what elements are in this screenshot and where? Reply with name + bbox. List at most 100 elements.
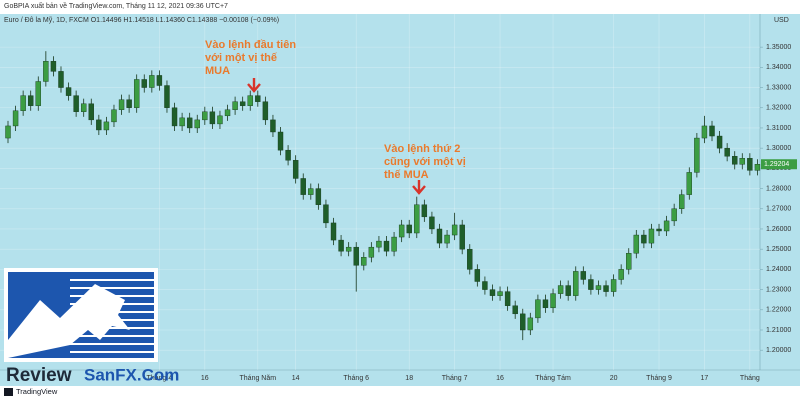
candle-body <box>111 109 117 123</box>
candle-body <box>345 246 352 252</box>
candle-body <box>467 248 473 270</box>
candle-body <box>270 119 276 133</box>
candle-body <box>701 125 708 139</box>
candle-body <box>406 224 412 234</box>
candle-body <box>716 135 723 149</box>
candle-body <box>285 149 291 161</box>
y-tick-label: 1.33000 <box>766 84 791 91</box>
currency-label: USD <box>774 17 789 24</box>
candle-body <box>141 79 147 88</box>
candle-body <box>217 115 223 125</box>
candle-body <box>88 103 94 121</box>
annotation-text: MUA <box>205 65 230 77</box>
candle-body <box>179 117 185 127</box>
candle-body <box>277 131 284 151</box>
candle-body <box>239 101 246 106</box>
x-tick-label: 16 <box>201 375 209 382</box>
candle-body <box>451 224 458 236</box>
candle-body <box>588 279 594 290</box>
candle-body <box>330 222 337 241</box>
candle-body <box>5 125 11 139</box>
candles <box>5 51 761 341</box>
logo-bull <box>8 284 130 358</box>
candle-body <box>194 119 200 129</box>
candle-body <box>398 224 405 238</box>
watermark-logo: Review SanFX.Com <box>4 268 179 386</box>
candle-body <box>292 160 299 179</box>
y-tick-label: 1.32000 <box>766 105 791 112</box>
candle-body <box>474 269 481 282</box>
candle-body <box>686 172 692 195</box>
candle-body <box>459 224 465 250</box>
candle-body <box>732 156 738 165</box>
candle-body <box>202 111 208 121</box>
candle-body <box>58 71 64 88</box>
candle-body <box>557 285 564 294</box>
candle-body <box>224 109 231 117</box>
time-axis-background <box>0 370 800 386</box>
x-tick-label: 17 <box>701 375 709 382</box>
candle-body <box>164 85 170 108</box>
candle-body <box>421 204 428 218</box>
candle-body <box>429 216 435 230</box>
candle-body <box>368 246 375 258</box>
candle-body <box>482 281 488 290</box>
x-tick-label: 16 <box>496 375 504 382</box>
publisher-line: GoBPIA xuất bản về TradingView.com, Thán… <box>4 1 228 10</box>
candle-body <box>323 204 329 224</box>
annotation-arrow <box>412 180 426 195</box>
candle-body <box>156 75 163 86</box>
candle-body <box>610 279 617 292</box>
candle-body <box>694 137 700 173</box>
candle-body <box>103 121 110 131</box>
annotation-text: thế MUA <box>384 169 429 181</box>
x-tick-label: Tháng 4 <box>147 375 173 382</box>
candle-body <box>671 208 677 222</box>
candle-body <box>171 107 178 127</box>
candle-body <box>497 291 503 296</box>
price-axis-background <box>760 14 800 370</box>
axes: 1.20000 1.21000 1.22000 1.23000 1.24000 1.250… <box>147 44 797 382</box>
candle-body <box>247 95 253 106</box>
candle-body <box>43 61 49 82</box>
candle-body <box>149 75 155 88</box>
candle-body <box>118 99 125 110</box>
candle-body <box>724 147 730 157</box>
y-tick-label: 1.35000 <box>766 44 791 51</box>
tv-logo <box>4 388 13 396</box>
candle-body <box>542 299 549 308</box>
candle-body <box>35 81 41 106</box>
candle-body <box>50 61 57 72</box>
candle-body <box>444 234 450 244</box>
candle-body <box>80 103 87 112</box>
x-tick-label: Tháng Tám <box>535 375 571 382</box>
candle-body <box>641 234 647 244</box>
candle-body <box>308 188 314 195</box>
candle-body <box>633 234 640 254</box>
candle-body <box>209 111 216 125</box>
annotation-text: Vào lệnh đầu tiên <box>205 39 296 51</box>
candle-body <box>12 110 19 127</box>
candle-body <box>648 228 655 244</box>
candle-body <box>603 285 609 292</box>
candle-body <box>361 257 367 266</box>
candle-body <box>133 79 140 108</box>
x-tick-label: Tháng 7 <box>442 375 468 382</box>
y-tick-label: 1.28000 <box>766 185 791 192</box>
x-tick-label: Tháng 9 <box>646 375 672 382</box>
y-tick-label: 1.26000 <box>766 226 791 233</box>
x-tick-label: Tháng <box>740 375 760 382</box>
y-tick-label: 1.21000 <box>766 327 791 334</box>
candle-body <box>338 239 344 252</box>
candle-body <box>73 95 79 112</box>
candle-body <box>580 271 587 280</box>
y-tick-label: 1.27000 <box>766 206 791 213</box>
y-tick-label: 1.34000 <box>766 64 791 71</box>
candle-body <box>96 119 102 131</box>
x-tick-label: 14 <box>292 375 300 382</box>
last-price-label: 1.29204 <box>764 161 789 168</box>
candle-body <box>565 285 571 296</box>
logo-text: Review <box>6 365 72 386</box>
candle-body <box>656 228 662 232</box>
